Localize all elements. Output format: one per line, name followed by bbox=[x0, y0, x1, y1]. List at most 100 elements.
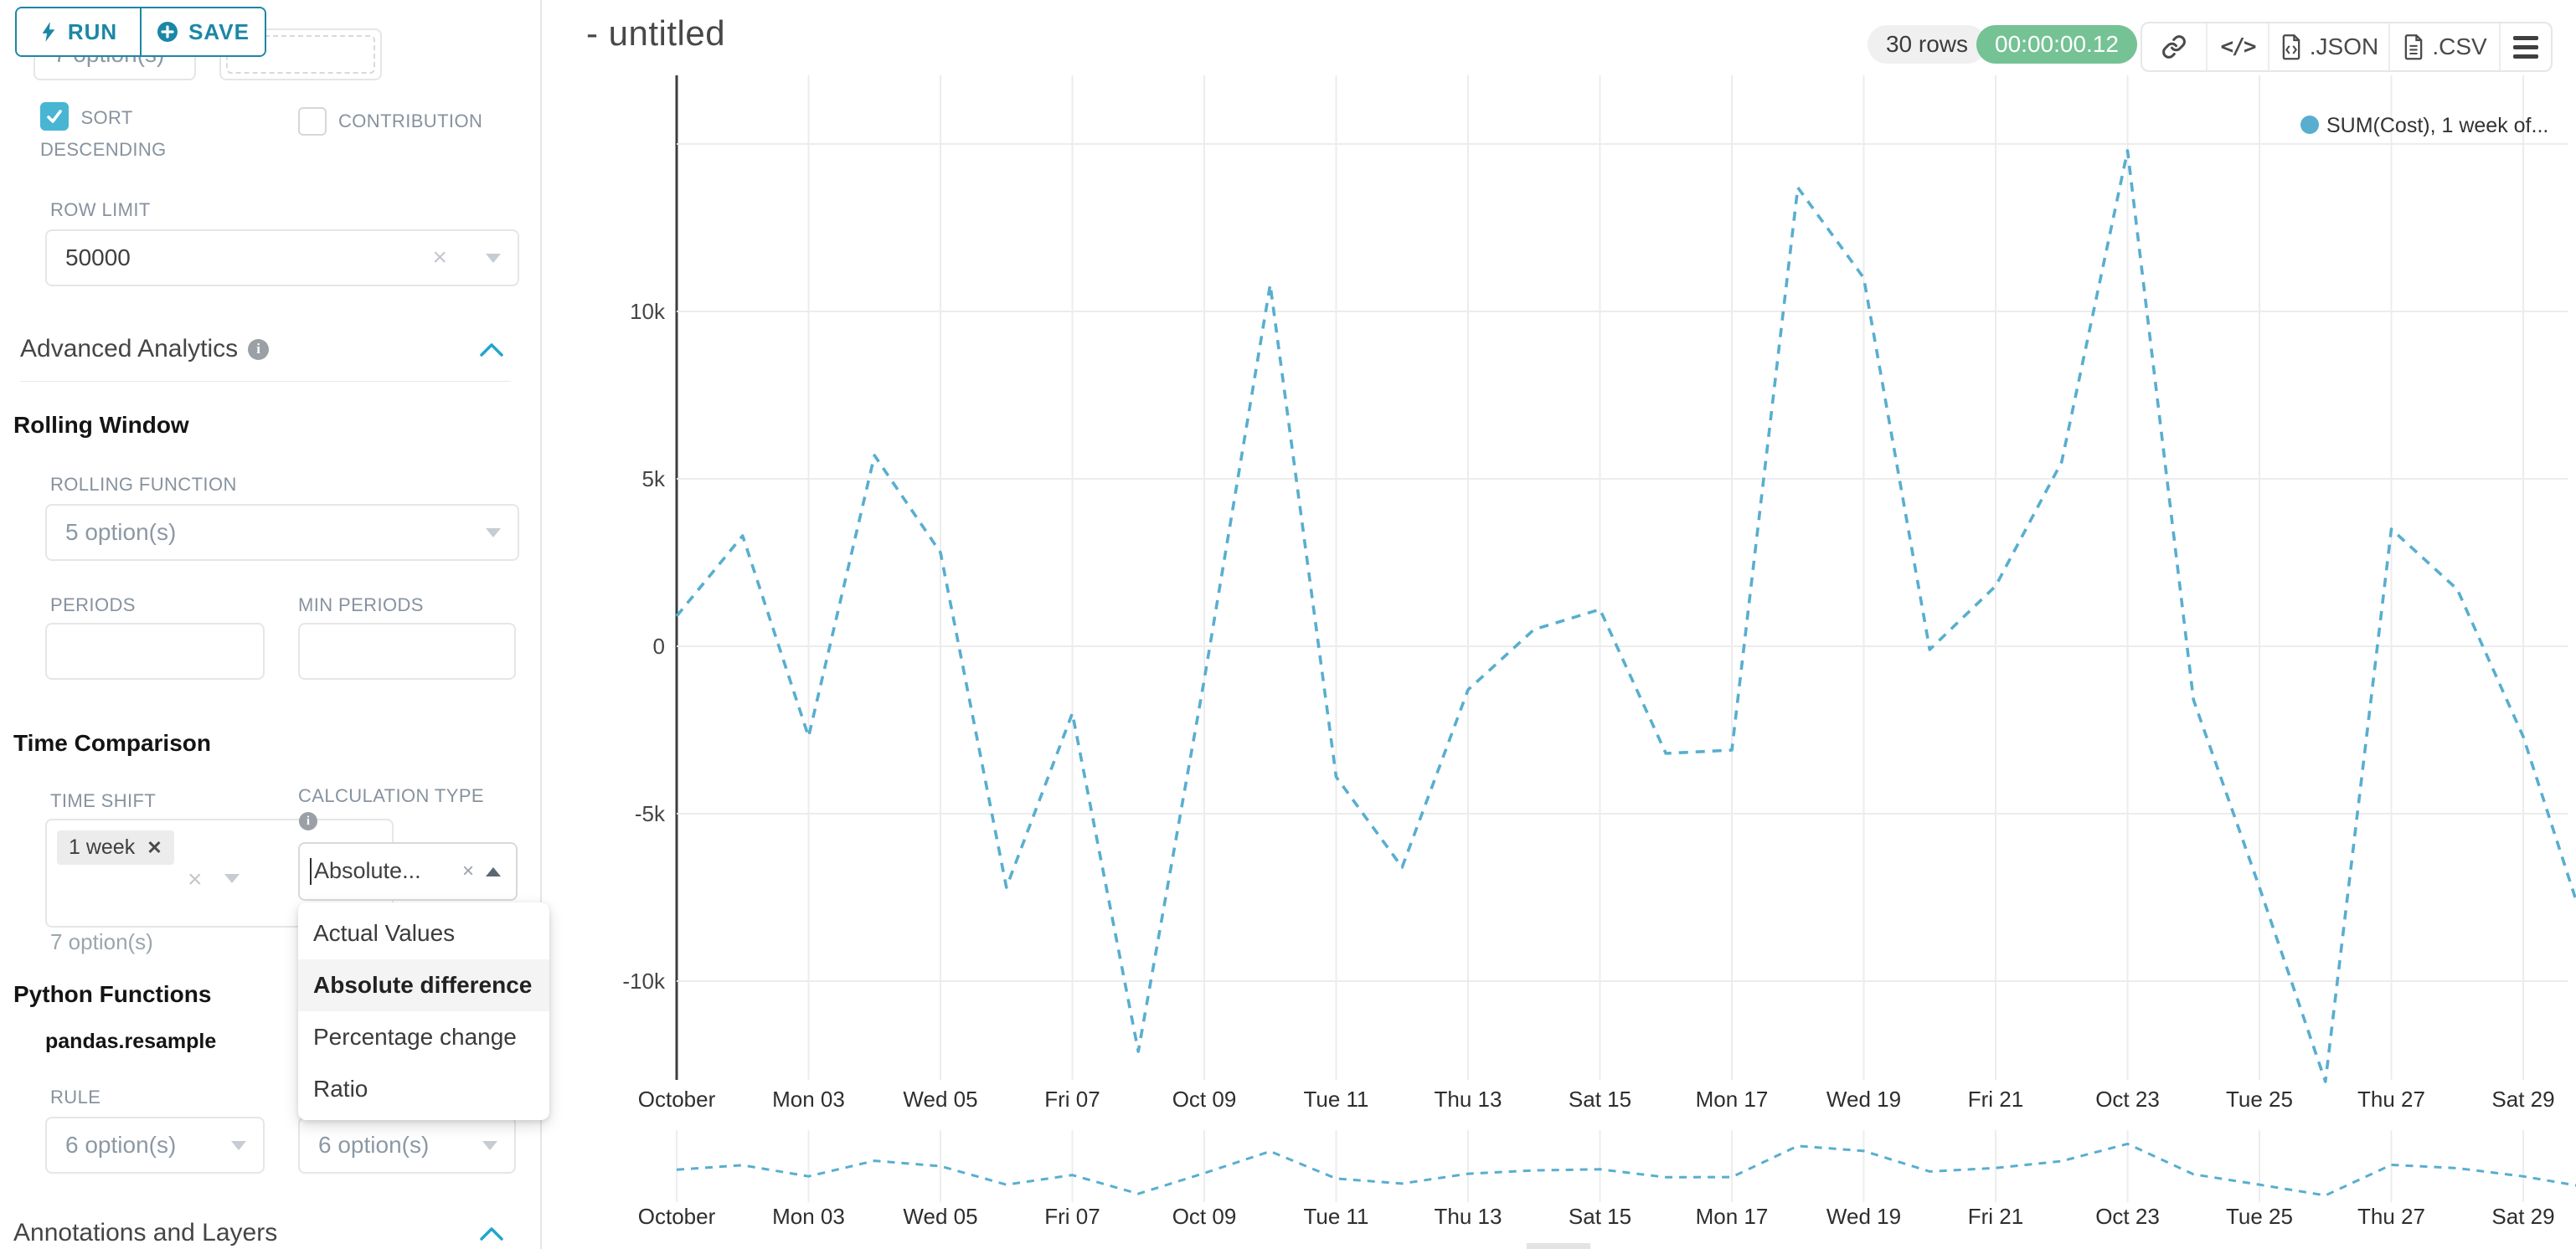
rule-select[interactable]: 6 option(s) bbox=[45, 1117, 265, 1174]
row-limit-label: ROW LIMIT bbox=[50, 199, 151, 220]
calculation-type-clear-icon[interactable]: × bbox=[461, 860, 474, 882]
y-axis-label: 10k bbox=[630, 299, 666, 324]
mini-x-axis-label: October bbox=[638, 1204, 716, 1229]
mini-x-axis-label: Oct 09 bbox=[1172, 1204, 1237, 1229]
mini-x-axis-label: Mon 17 bbox=[1696, 1204, 1769, 1229]
x-axis-label: Tue 25 bbox=[2226, 1087, 2293, 1112]
method-select[interactable]: 6 option(s) bbox=[298, 1117, 516, 1174]
text-cursor bbox=[310, 858, 312, 886]
calculation-type-select[interactable]: Absolute... × bbox=[298, 842, 518, 901]
y-axis-label: 5k bbox=[642, 466, 666, 491]
y-axis-label: 0 bbox=[653, 634, 665, 659]
chevron-up-icon bbox=[486, 866, 501, 876]
rows-badge: 30 rows bbox=[1868, 25, 1986, 64]
advanced-analytics-title: Advanced Analytics bbox=[20, 335, 239, 362]
x-axis-label: Thu 27 bbox=[2357, 1087, 2425, 1112]
chevron-down-icon bbox=[224, 874, 240, 883]
rule-value: 6 option(s) bbox=[65, 1132, 177, 1158]
rule-label: RULE bbox=[50, 1087, 101, 1108]
python-functions-title: Python Functions bbox=[13, 981, 212, 1007]
x-axis-label: Mon 03 bbox=[772, 1087, 845, 1112]
chevron-up-icon[interactable] bbox=[479, 342, 504, 358]
run-button[interactable]: RUN bbox=[17, 8, 142, 55]
x-axis-label: Tue 11 bbox=[1303, 1087, 1368, 1112]
calculation-type-dropdown: Actual Values Absolute difference Percenta… bbox=[298, 902, 549, 1120]
contribution-checkbox[interactable] bbox=[298, 107, 327, 136]
info-icon[interactable]: i bbox=[248, 338, 270, 360]
chip-remove-icon[interactable]: ✕ bbox=[147, 836, 162, 858]
copy-link-button[interactable] bbox=[2142, 23, 2208, 70]
rolling-function-label: ROLLING FUNCTION bbox=[50, 474, 237, 495]
calculation-type-label: CALCULATION TYPE bbox=[298, 785, 484, 806]
y-axis-label: -5k bbox=[635, 801, 666, 826]
export-json-button[interactable]: .JSON bbox=[2269, 23, 2390, 70]
mini-x-axis-label: Fri 21 bbox=[1968, 1204, 2023, 1229]
min-periods-label: MIN PERIODS bbox=[298, 594, 424, 615]
min-periods-input[interactable] bbox=[298, 623, 516, 680]
rolling-window-title: Rolling Window bbox=[13, 412, 189, 438]
x-axis-label: Fri 21 bbox=[1968, 1087, 2023, 1112]
periods-label: PERIODS bbox=[50, 594, 136, 615]
mini-x-axis-label: Mon 03 bbox=[772, 1204, 845, 1229]
row-limit-select[interactable]: 50000 × bbox=[45, 229, 519, 286]
rolling-function-select[interactable]: 5 option(s) bbox=[45, 504, 519, 561]
csv-button-label: .CSV bbox=[2432, 33, 2487, 59]
more-options-button[interactable] bbox=[2501, 23, 2551, 70]
embed-code-button[interactable]: </> bbox=[2208, 23, 2269, 70]
row-limit-clear-icon[interactable]: × bbox=[432, 244, 447, 271]
annotations-title: Annotations and Layers bbox=[13, 1219, 278, 1246]
chevron-down-icon bbox=[486, 527, 501, 537]
contribution-control[interactable]: CONTRIBUTION bbox=[298, 105, 482, 137]
time-comparison-title: Time Comparison bbox=[13, 730, 211, 756]
rolling-function-value: 5 option(s) bbox=[65, 519, 177, 545]
row-limit-value: 50000 bbox=[65, 244, 131, 270]
x-axis-label: Wed 05 bbox=[903, 1087, 977, 1112]
time-shift-chip[interactable]: 1 week ✕ bbox=[57, 830, 174, 865]
x-axis-label: Sat 29 bbox=[2491, 1087, 2554, 1112]
calculation-type-option[interactable]: Actual Values bbox=[313, 920, 456, 946]
legend-label[interactable]: SUM(Cost), 1 week of... bbox=[2326, 114, 2548, 137]
chevron-up-icon[interactable] bbox=[479, 1226, 504, 1242]
calculation-type-option[interactable]: Percentage change bbox=[313, 1024, 517, 1050]
annotations-header[interactable]: Annotations and Layers bbox=[13, 1219, 277, 1247]
mini-x-axis-label: Tue 25 bbox=[2226, 1204, 2293, 1229]
periods-input[interactable] bbox=[45, 623, 265, 680]
info-icon[interactable]: i bbox=[299, 812, 317, 830]
time-shift-label: TIME SHIFT bbox=[50, 790, 157, 811]
save-button[interactable]: SAVE bbox=[142, 8, 265, 55]
x-axis-label: Fri 07 bbox=[1044, 1087, 1100, 1112]
chevron-down-icon bbox=[486, 253, 501, 263]
method-value: 6 option(s) bbox=[318, 1132, 430, 1158]
sort-descending-label: SORT DESCENDING bbox=[40, 107, 167, 160]
time-shift-helper: 7 option(s) bbox=[50, 929, 153, 954]
legend-dot[interactable] bbox=[2300, 116, 2319, 134]
code-icon: </> bbox=[2220, 34, 2257, 59]
chart-actions-group: </> .JSON .CSV bbox=[2141, 22, 2553, 72]
plus-circle-icon bbox=[157, 22, 178, 42]
advanced-analytics-header[interactable]: Advanced Analytics i bbox=[20, 335, 270, 363]
timer-badge: 00:00:00.12 bbox=[1976, 25, 2137, 64]
mini-series-line bbox=[676, 1142, 2576, 1197]
run-save-group: RUN SAVE bbox=[15, 7, 266, 57]
x-axis-label: Sat 15 bbox=[1569, 1087, 1631, 1112]
sort-descending-control[interactable]: SORT DESCENDING bbox=[40, 102, 229, 166]
x-axis-label: Oct 09 bbox=[1172, 1087, 1237, 1112]
mini-x-axis-label: Sat 15 bbox=[1569, 1204, 1631, 1229]
run-button-label: RUN bbox=[67, 18, 118, 44]
series-line bbox=[675, 149, 2576, 1083]
x-axis-label: Thu 13 bbox=[1435, 1087, 1502, 1112]
x-axis-label: Oct 23 bbox=[2095, 1087, 2160, 1112]
section-divider bbox=[20, 381, 511, 382]
brush-handle-fragment[interactable] bbox=[1527, 1243, 1590, 1249]
calculation-type-option[interactable]: Absolute difference bbox=[298, 959, 549, 1011]
file-code-icon bbox=[2282, 34, 2300, 60]
panel-divider bbox=[540, 0, 542, 1249]
calculation-type-option[interactable]: Ratio bbox=[313, 1076, 368, 1102]
time-shift-clear-icon[interactable]: × bbox=[188, 866, 203, 893]
mini-x-axis-label: Thu 27 bbox=[2357, 1204, 2425, 1229]
mini-x-axis-label: Thu 13 bbox=[1435, 1204, 1502, 1229]
chart-title[interactable]: - untitled bbox=[586, 13, 726, 53]
export-csv-button[interactable]: .CSV bbox=[2390, 23, 2501, 70]
sort-descending-checkbox[interactable] bbox=[40, 102, 69, 131]
